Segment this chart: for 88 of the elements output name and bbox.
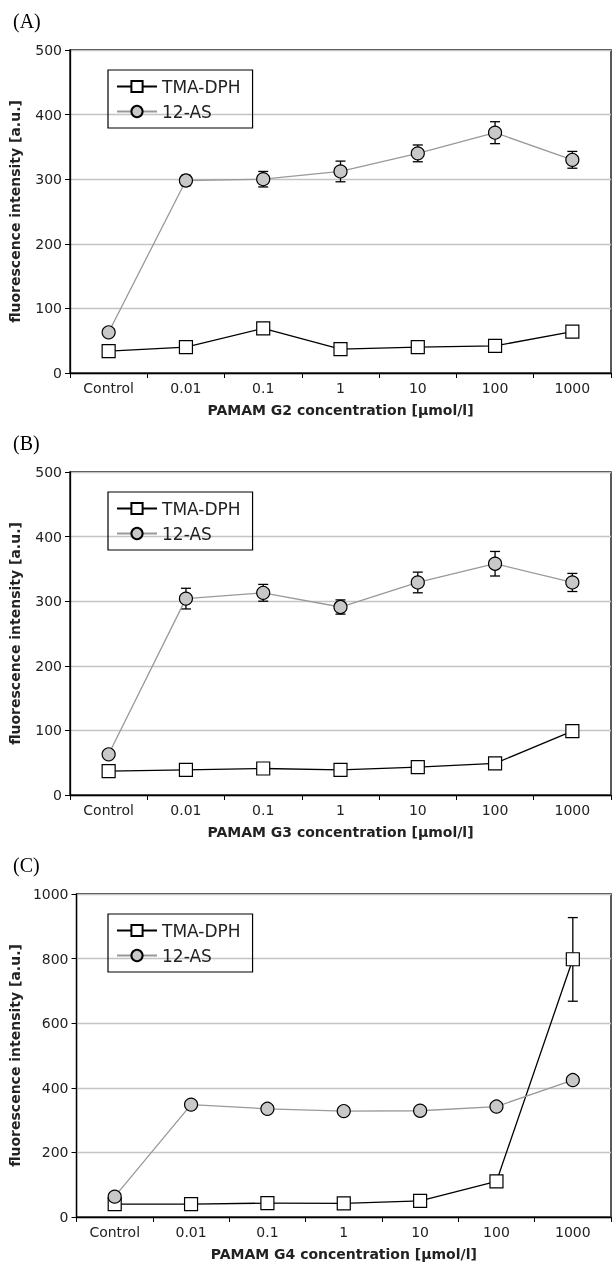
chart-title: (B): [13, 432, 40, 455]
point: [565, 952, 580, 967]
y-tick-label: 100: [35, 300, 62, 317]
x-tick-label: 0.1: [256, 1224, 279, 1240]
x-tick-label: 0.01: [170, 802, 202, 818]
point: [256, 761, 271, 776]
point: [256, 321, 271, 336]
y-tick-label: 400: [35, 528, 62, 545]
point: [178, 591, 194, 606]
y-tick-label: 500: [35, 464, 62, 480]
x-tick-label: 10: [408, 380, 427, 396]
y-tick-label: 0: [59, 1209, 69, 1225]
y-tick-label: 0: [53, 365, 62, 381]
x-axis-title: PAMAM G3 concentration [µmol/l]: [207, 824, 474, 840]
y-tick-label: 200: [35, 657, 62, 674]
point: [410, 340, 425, 355]
x-tick-label: 0.1: [252, 380, 275, 396]
point: [101, 343, 116, 359]
point: [101, 747, 116, 762]
legend-label: 12-AS: [162, 945, 212, 966]
x-tick-label: 100: [483, 1224, 510, 1240]
y-tick-label: 200: [41, 1144, 69, 1161]
point: [489, 1099, 504, 1114]
y-tick-label: 300: [35, 593, 62, 610]
x-tick-label: 1000: [554, 380, 591, 396]
y-tick-label: 400: [41, 1079, 69, 1096]
x-axis-title: PAMAM G2 concentration [µmol/l]: [207, 402, 474, 418]
legend-label: 12-AS: [162, 523, 212, 544]
point: [565, 723, 580, 739]
point: [336, 1196, 351, 1211]
x-tick-label: Control: [83, 802, 134, 818]
x-tick-label: 100: [481, 380, 509, 396]
point: [333, 164, 348, 179]
legend-label: TMA-DPH: [161, 76, 241, 97]
x-tick-label: 0.01: [170, 380, 202, 396]
x-tick-label: 1: [336, 802, 345, 818]
chart-title: (A): [13, 10, 41, 33]
y-tick-label: 600: [41, 1015, 69, 1032]
x-tick-label: 1000: [555, 1224, 591, 1240]
x-tick-label: Control: [89, 1224, 141, 1240]
x-tick-label: 10: [411, 1224, 430, 1240]
y-tick-label: 800: [41, 950, 69, 967]
y-tick-label: 500: [35, 42, 62, 58]
x-tick-label: 100: [481, 802, 509, 818]
x-tick-label: 1: [336, 380, 345, 396]
point: [183, 1097, 199, 1112]
x-tick-label: Control: [83, 380, 134, 396]
x-tick-label: 1: [339, 1224, 349, 1240]
legend-label: TMA-DPH: [161, 498, 241, 519]
point: [410, 575, 425, 590]
point: [413, 1103, 428, 1118]
x-tick-label: 10: [408, 802, 427, 818]
point: [487, 556, 503, 571]
y-tick-label: 400: [35, 106, 62, 123]
y-axis-title: fluorescence intensity [a.u.]: [7, 100, 23, 323]
x-tick-label: 0.01: [175, 1224, 207, 1240]
y-axis-title: fluorescence intensity [a.u.]: [7, 944, 23, 1167]
point: [487, 756, 503, 771]
point: [178, 340, 194, 355]
y-tick-label: 200: [35, 235, 62, 252]
point: [183, 1196, 199, 1212]
y-tick-label: 1000: [32, 886, 69, 902]
x-axis-title: PAMAM G4 concentration [µmol/l]: [210, 1246, 477, 1262]
point: [178, 762, 194, 777]
y-tick-label: 100: [35, 722, 62, 739]
point: [410, 760, 425, 775]
point: [413, 1193, 428, 1208]
legend-label: TMA-DPH: [161, 920, 241, 941]
chart-title: (C): [13, 854, 40, 877]
x-tick-label: 0.1: [252, 802, 275, 818]
y-axis-title: fluorescence intensity [a.u.]: [7, 522, 23, 745]
point: [489, 1174, 504, 1189]
y-tick-label: 0: [53, 787, 62, 803]
point: [107, 1189, 122, 1204]
x-tick-label: 1000: [554, 802, 591, 818]
point: [565, 324, 580, 339]
y-tick-label: 300: [35, 171, 62, 188]
point: [333, 762, 348, 777]
point: [487, 125, 503, 140]
point: [260, 1196, 275, 1211]
point: [336, 1103, 351, 1119]
point: [260, 1101, 275, 1116]
point: [487, 338, 503, 353]
point: [101, 764, 116, 779]
point: [565, 1072, 580, 1088]
legend-label: 12-AS: [162, 101, 212, 122]
point: [101, 325, 116, 340]
point: [333, 342, 348, 357]
